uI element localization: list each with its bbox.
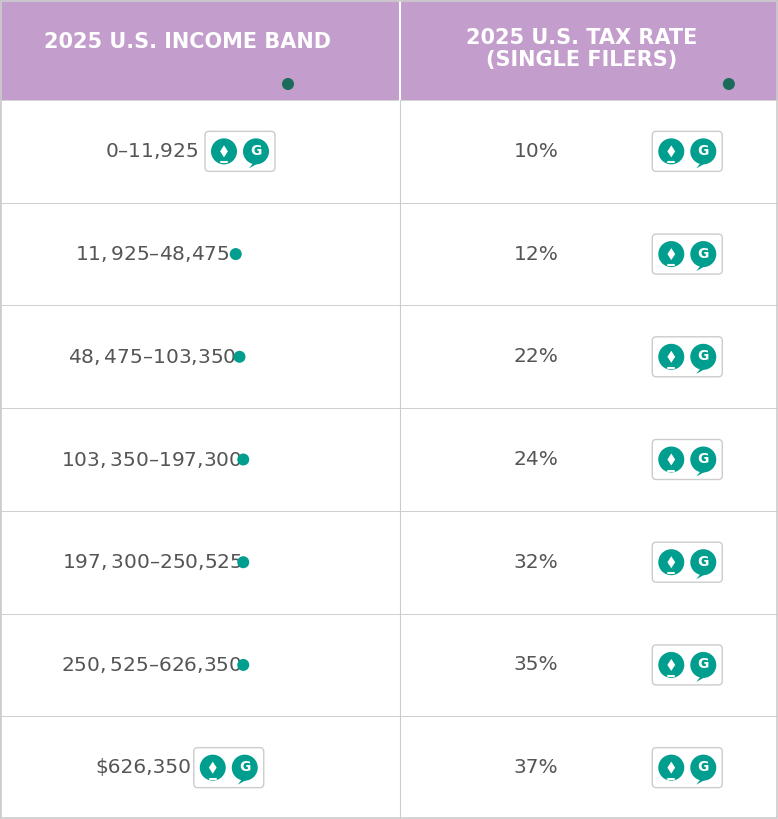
- Text: G: G: [698, 658, 709, 672]
- Polygon shape: [696, 780, 706, 785]
- Circle shape: [237, 556, 249, 568]
- Polygon shape: [238, 780, 247, 785]
- FancyBboxPatch shape: [0, 717, 400, 819]
- Text: G: G: [698, 349, 709, 364]
- Circle shape: [237, 659, 249, 671]
- FancyBboxPatch shape: [0, 203, 400, 305]
- FancyBboxPatch shape: [652, 234, 722, 274]
- FancyBboxPatch shape: [652, 645, 722, 685]
- FancyBboxPatch shape: [0, 100, 400, 203]
- Circle shape: [723, 78, 735, 90]
- Circle shape: [690, 652, 717, 678]
- FancyBboxPatch shape: [0, 305, 400, 408]
- Text: G: G: [698, 760, 709, 774]
- FancyBboxPatch shape: [0, 408, 400, 511]
- Text: $48,475 – $103,350: $48,475 – $103,350: [68, 346, 237, 367]
- Text: $11,925 – $48,475: $11,925 – $48,475: [75, 244, 230, 264]
- FancyBboxPatch shape: [194, 748, 264, 788]
- Text: 10%: 10%: [513, 142, 559, 161]
- Circle shape: [200, 754, 226, 781]
- Text: G: G: [698, 144, 709, 158]
- Circle shape: [690, 344, 717, 370]
- Text: G: G: [698, 554, 709, 568]
- FancyBboxPatch shape: [652, 440, 722, 479]
- Circle shape: [690, 550, 717, 575]
- Text: G: G: [251, 144, 261, 158]
- Polygon shape: [668, 351, 675, 363]
- FancyBboxPatch shape: [652, 542, 722, 582]
- Text: G: G: [239, 760, 251, 774]
- Text: 12%: 12%: [513, 245, 559, 264]
- Text: 2025 U.S. INCOME BAND: 2025 U.S. INCOME BAND: [44, 32, 331, 52]
- Text: 24%: 24%: [513, 450, 559, 469]
- Circle shape: [690, 446, 717, 473]
- Circle shape: [658, 652, 685, 678]
- Text: $197,300 – $250,525: $197,300 – $250,525: [61, 552, 242, 572]
- Polygon shape: [668, 248, 675, 260]
- FancyBboxPatch shape: [400, 100, 778, 203]
- FancyBboxPatch shape: [400, 408, 778, 511]
- Circle shape: [237, 454, 249, 465]
- Polygon shape: [668, 454, 675, 465]
- FancyBboxPatch shape: [0, 511, 400, 613]
- Polygon shape: [696, 163, 706, 169]
- FancyBboxPatch shape: [400, 305, 778, 408]
- Text: $0 – $11,925: $0 – $11,925: [106, 142, 198, 161]
- Text: 22%: 22%: [513, 347, 559, 366]
- Text: 37%: 37%: [513, 758, 559, 777]
- Circle shape: [658, 446, 685, 473]
- Polygon shape: [668, 762, 675, 774]
- Text: 35%: 35%: [513, 655, 559, 674]
- Text: $626,350+: $626,350+: [96, 758, 209, 777]
- Polygon shape: [696, 472, 706, 477]
- FancyBboxPatch shape: [652, 131, 722, 171]
- Circle shape: [282, 78, 294, 90]
- Text: (SINGLE FILERS): (SINGLE FILERS): [485, 50, 677, 70]
- Circle shape: [230, 248, 242, 260]
- Polygon shape: [668, 145, 675, 157]
- Circle shape: [690, 241, 717, 267]
- FancyBboxPatch shape: [400, 613, 778, 717]
- Polygon shape: [696, 266, 706, 271]
- Text: $103,350 – $197,300: $103,350 – $197,300: [61, 450, 243, 469]
- FancyBboxPatch shape: [652, 337, 722, 377]
- Text: 32%: 32%: [513, 553, 559, 572]
- Polygon shape: [249, 163, 258, 169]
- FancyBboxPatch shape: [400, 511, 778, 613]
- Text: G: G: [698, 247, 709, 260]
- Circle shape: [232, 754, 258, 781]
- Polygon shape: [696, 574, 706, 579]
- Text: $250,525 – $626,350: $250,525 – $626,350: [61, 655, 243, 675]
- Circle shape: [658, 138, 685, 165]
- Polygon shape: [220, 145, 228, 157]
- Circle shape: [658, 754, 685, 781]
- Circle shape: [211, 138, 237, 165]
- Circle shape: [243, 138, 269, 165]
- Circle shape: [658, 550, 685, 575]
- FancyBboxPatch shape: [400, 203, 778, 305]
- Circle shape: [690, 138, 717, 165]
- Polygon shape: [696, 369, 706, 373]
- Circle shape: [658, 344, 685, 370]
- FancyBboxPatch shape: [205, 131, 275, 171]
- Circle shape: [690, 754, 717, 781]
- Circle shape: [658, 241, 685, 267]
- Polygon shape: [696, 677, 706, 682]
- Text: 2025 U.S. TAX RATE: 2025 U.S. TAX RATE: [466, 28, 697, 48]
- FancyBboxPatch shape: [0, 0, 400, 100]
- Circle shape: [233, 351, 246, 363]
- FancyBboxPatch shape: [400, 0, 778, 100]
- Polygon shape: [668, 556, 675, 568]
- Polygon shape: [668, 659, 675, 671]
- FancyBboxPatch shape: [0, 613, 400, 717]
- FancyBboxPatch shape: [400, 717, 778, 819]
- Text: G: G: [698, 452, 709, 466]
- Polygon shape: [209, 762, 216, 774]
- FancyBboxPatch shape: [652, 748, 722, 788]
